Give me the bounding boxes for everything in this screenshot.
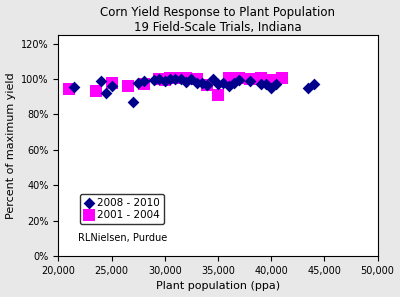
2008 - 2010 — [310, 82, 317, 87]
2001 - 2004 — [194, 77, 200, 81]
Text: RLNielsen, Purdue: RLNielsen, Purdue — [78, 233, 167, 243]
2001 - 2004 — [167, 76, 173, 80]
2008 - 2010 — [156, 77, 163, 81]
2001 - 2004 — [172, 76, 179, 80]
2008 - 2010 — [236, 78, 242, 82]
2001 - 2004 — [204, 83, 210, 88]
2008 - 2010 — [135, 81, 142, 86]
2001 - 2004 — [156, 77, 163, 81]
2008 - 2010 — [98, 78, 104, 83]
2001 - 2004 — [66, 86, 72, 91]
2008 - 2010 — [151, 78, 157, 82]
2001 - 2004 — [108, 81, 115, 86]
2008 - 2010 — [130, 100, 136, 105]
2001 - 2004 — [278, 76, 285, 80]
2008 - 2010 — [71, 85, 78, 89]
2008 - 2010 — [204, 83, 210, 88]
2008 - 2010 — [183, 79, 189, 84]
2008 - 2010 — [220, 81, 226, 86]
2001 - 2004 — [140, 82, 147, 87]
2008 - 2010 — [103, 91, 110, 96]
2008 - 2010 — [140, 78, 147, 83]
2008 - 2010 — [247, 78, 253, 83]
2008 - 2010 — [172, 77, 179, 81]
2008 - 2010 — [215, 82, 221, 87]
2008 - 2010 — [305, 86, 312, 90]
X-axis label: Plant population (ppa): Plant population (ppa) — [156, 282, 280, 291]
Legend: 2008 - 2010, 2001 - 2004: 2008 - 2010, 2001 - 2004 — [80, 194, 164, 225]
2008 - 2010 — [268, 86, 274, 90]
2008 - 2010 — [108, 84, 115, 89]
2001 - 2004 — [226, 76, 232, 80]
2008 - 2010 — [199, 81, 205, 86]
2001 - 2004 — [124, 84, 131, 89]
2001 - 2004 — [268, 78, 274, 82]
2008 - 2010 — [226, 84, 232, 89]
2008 - 2010 — [178, 77, 184, 81]
2001 - 2004 — [247, 77, 253, 81]
2001 - 2004 — [215, 93, 221, 97]
2008 - 2010 — [167, 77, 173, 81]
2008 - 2010 — [210, 77, 216, 81]
2001 - 2004 — [257, 76, 264, 80]
Y-axis label: Percent of maximum yield: Percent of maximum yield — [6, 72, 16, 219]
2001 - 2004 — [236, 76, 242, 80]
Title: Corn Yield Response to Plant Population
19 Field-Scale Trials, Indiana: Corn Yield Response to Plant Population … — [100, 6, 336, 34]
2008 - 2010 — [162, 78, 168, 83]
2008 - 2010 — [273, 82, 280, 87]
2008 - 2010 — [231, 81, 237, 86]
2008 - 2010 — [263, 82, 269, 87]
2001 - 2004 — [92, 88, 99, 93]
2008 - 2010 — [194, 80, 200, 85]
2008 - 2010 — [257, 82, 264, 87]
2001 - 2004 — [162, 78, 168, 82]
2001 - 2004 — [183, 76, 189, 80]
2008 - 2010 — [188, 77, 194, 81]
